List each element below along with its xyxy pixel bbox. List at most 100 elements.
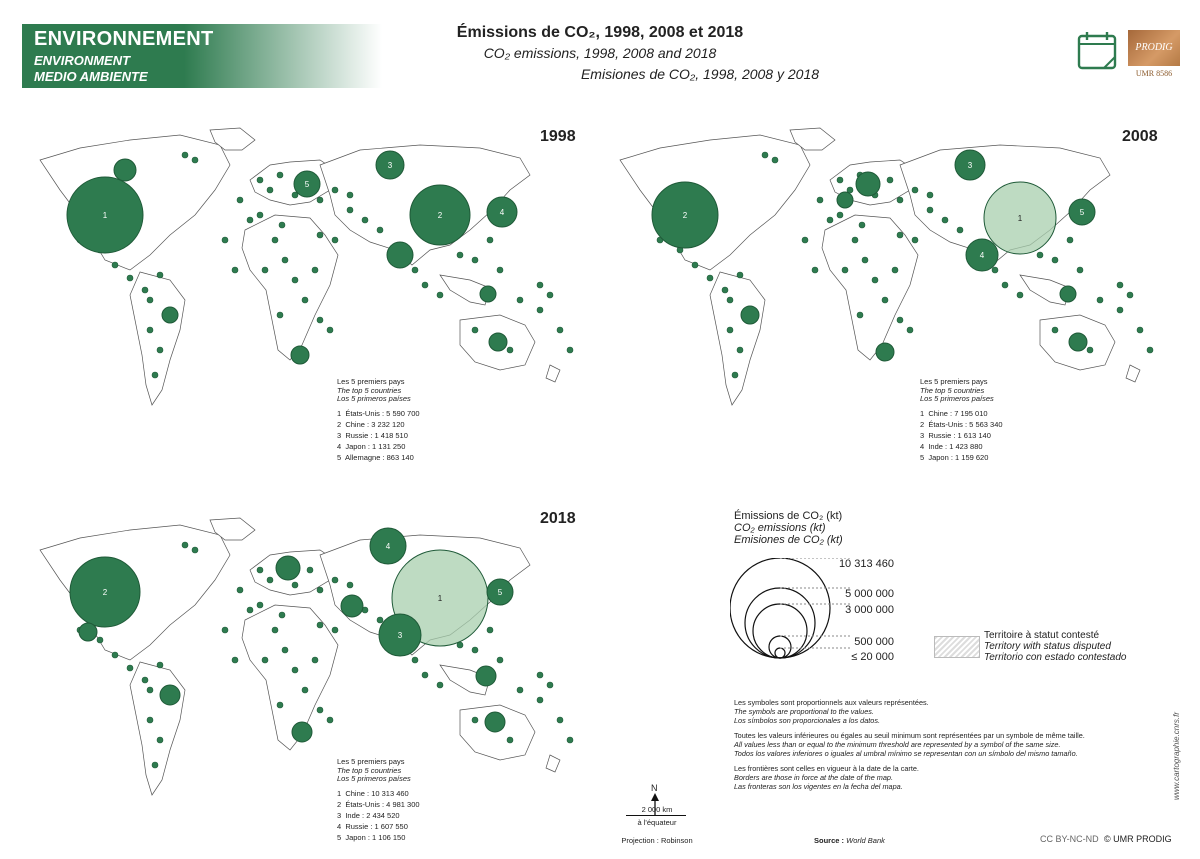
country-symbol-large bbox=[378, 613, 422, 657]
country-symbol bbox=[726, 326, 734, 334]
country-symbol bbox=[326, 326, 334, 334]
country-symbol bbox=[896, 196, 904, 204]
country-symbol-large bbox=[340, 594, 364, 618]
country-symbol bbox=[811, 266, 819, 274]
country-symbol bbox=[841, 266, 849, 274]
country-symbol bbox=[731, 371, 739, 379]
country-symbol bbox=[801, 236, 809, 244]
country-symbol-large bbox=[78, 622, 98, 642]
country-symbol-large bbox=[1059, 285, 1077, 303]
country-symbol bbox=[156, 736, 164, 744]
rank-label: 4 bbox=[980, 251, 985, 260]
notes: Les symboles sont proportionnels aux val… bbox=[734, 698, 1085, 791]
country-symbol-large bbox=[484, 711, 506, 733]
country-symbol bbox=[346, 581, 354, 589]
country-symbol-large bbox=[375, 150, 405, 180]
north-arrow-icon bbox=[651, 793, 659, 815]
country-symbol bbox=[826, 216, 834, 224]
rank-label: 3 bbox=[968, 161, 973, 170]
country-symbol-large bbox=[369, 527, 407, 565]
country-symbol bbox=[281, 646, 289, 654]
country-symbol-large bbox=[740, 305, 760, 325]
country-symbol bbox=[261, 266, 269, 274]
top5-title-es: Los 5 primeros países bbox=[337, 394, 411, 403]
country-symbol-large bbox=[855, 171, 881, 197]
legend-value: 3 000 000 bbox=[845, 604, 894, 616]
country-symbol bbox=[1051, 326, 1059, 334]
country-symbol bbox=[421, 671, 429, 679]
country-symbol bbox=[856, 311, 864, 319]
landmass bbox=[545, 364, 561, 383]
page-title: Émissions de CO₂, 1998, 2008 et 2018 bbox=[456, 24, 744, 41]
country-symbol-large bbox=[409, 184, 471, 246]
landmass bbox=[129, 661, 186, 796]
country-symbol-large bbox=[479, 285, 497, 303]
country-symbol bbox=[516, 686, 524, 694]
country-symbol bbox=[181, 541, 189, 549]
country-symbol bbox=[256, 176, 264, 184]
country-symbol bbox=[221, 236, 229, 244]
country-symbol bbox=[1116, 306, 1124, 314]
country-symbol bbox=[311, 656, 319, 664]
country-symbol-large bbox=[1068, 332, 1088, 352]
country-symbol bbox=[236, 586, 244, 594]
landmass bbox=[789, 127, 836, 151]
country-symbol bbox=[411, 656, 419, 664]
landmass bbox=[459, 704, 536, 761]
country-symbol bbox=[846, 186, 854, 194]
country-symbol bbox=[256, 211, 264, 219]
calendar-icon bbox=[1077, 32, 1117, 70]
country-symbol-large bbox=[486, 196, 518, 228]
country-symbol bbox=[496, 656, 504, 664]
country-symbol-large bbox=[836, 191, 854, 209]
country-symbol bbox=[96, 636, 104, 644]
top5-title-es: Los 5 primeros países bbox=[920, 394, 994, 403]
landmass bbox=[241, 604, 339, 751]
country-symbol bbox=[316, 621, 324, 629]
country-symbol bbox=[111, 651, 119, 659]
country-symbol bbox=[506, 736, 514, 744]
top5-row: 5 Japon : 1 159 620 bbox=[920, 452, 989, 462]
country-symbol bbox=[256, 601, 264, 609]
country-symbol bbox=[956, 226, 964, 234]
country-symbol bbox=[691, 261, 699, 269]
country-symbol bbox=[736, 346, 744, 354]
country-symbol bbox=[471, 716, 479, 724]
country-symbol bbox=[836, 211, 844, 219]
legend-title: Émissions de CO₂ (kt) bbox=[734, 510, 843, 522]
country-symbol bbox=[301, 296, 309, 304]
country-symbol bbox=[546, 681, 554, 689]
country-symbol bbox=[726, 296, 734, 304]
disputed-swatch bbox=[934, 636, 980, 658]
country-symbol bbox=[266, 576, 274, 584]
rank-label: 1 bbox=[1018, 214, 1023, 223]
country-symbol bbox=[231, 266, 239, 274]
country-symbol-large bbox=[275, 555, 301, 581]
country-symbol bbox=[436, 291, 444, 299]
legend-circle bbox=[774, 647, 786, 659]
country-symbol bbox=[771, 156, 779, 164]
country-symbol bbox=[146, 296, 154, 304]
country-symbol bbox=[411, 266, 419, 274]
logo-subtitle: UMR 8586 bbox=[1135, 69, 1173, 78]
country-symbol bbox=[276, 311, 284, 319]
country-symbol bbox=[191, 156, 199, 164]
country-symbol-large bbox=[66, 176, 144, 254]
country-symbol bbox=[516, 296, 524, 304]
country-symbol bbox=[291, 666, 299, 674]
country-symbol bbox=[151, 371, 159, 379]
rank-label: 4 bbox=[500, 208, 505, 217]
country-symbol bbox=[816, 196, 824, 204]
country-symbol bbox=[276, 171, 284, 179]
country-symbol bbox=[276, 701, 284, 709]
top5-row: 1 États-Unis : 5 590 700 bbox=[337, 408, 420, 418]
country-symbol bbox=[281, 256, 289, 264]
country-symbol bbox=[236, 196, 244, 204]
top5-row: 3 Russie : 1 613 140 bbox=[920, 430, 991, 440]
country-symbol bbox=[1051, 256, 1059, 264]
website: www.cartographie.cnrs.fr bbox=[1172, 711, 1181, 800]
country-symbol bbox=[906, 326, 914, 334]
top5-title-es: Los 5 primeros países bbox=[337, 774, 411, 783]
landmass bbox=[1019, 274, 1071, 306]
country-symbol bbox=[858, 221, 866, 229]
